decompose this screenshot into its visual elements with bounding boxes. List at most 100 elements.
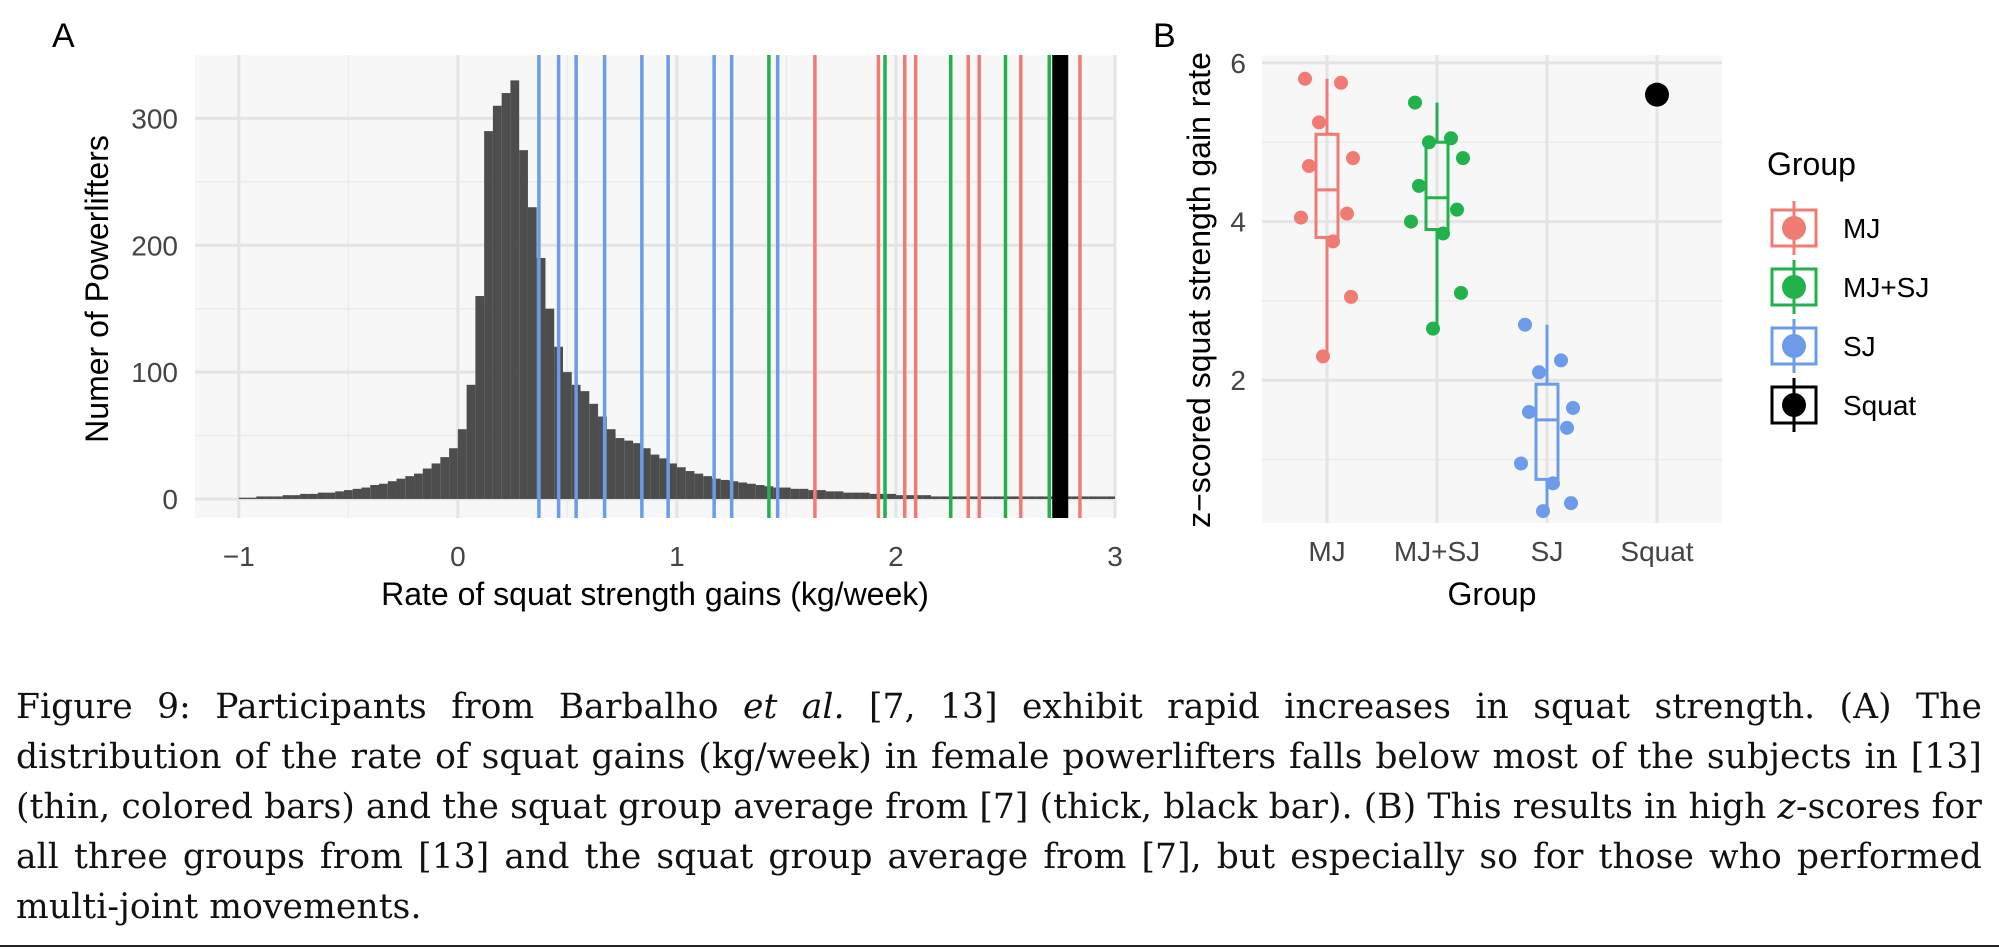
histogram-bar: [606, 429, 616, 499]
data-point: [1422, 135, 1436, 150]
panel-b-label: B: [1153, 17, 1176, 55]
caption-z: z: [1777, 787, 1796, 827]
legend-key-point: [1782, 334, 1806, 358]
histogram-bar: [825, 491, 835, 499]
histogram-bar: [676, 467, 686, 499]
histogram-bar: [256, 496, 266, 499]
histogram-bar: [405, 476, 415, 499]
legend-label: SJ: [1843, 331, 1876, 362]
y-tick-label: 0: [162, 484, 178, 515]
histogram-bar: [1009, 496, 1019, 499]
data-point: [1298, 71, 1312, 86]
x-tick-label: −1: [223, 541, 255, 572]
histogram-bar: [1097, 496, 1107, 499]
data-point: [1532, 365, 1546, 380]
panel-a-reference-lines: [537, 55, 1082, 518]
histogram-bar: [247, 497, 257, 499]
histogram-bar: [624, 440, 634, 499]
x-tick-label: MJ: [1308, 536, 1345, 567]
histogram-bar: [317, 492, 327, 499]
histogram-bar: [457, 429, 467, 499]
y-tick-label: 100: [131, 357, 178, 388]
data-point: [1412, 178, 1426, 193]
data-point: [1456, 151, 1470, 166]
histogram-bar: [729, 481, 739, 499]
histogram-bar: [475, 296, 485, 499]
histogram-bar: [598, 416, 607, 499]
histogram-bar: [291, 495, 301, 499]
histogram-bar: [703, 476, 712, 499]
histogram-bar: [1027, 496, 1037, 499]
data-point: [1450, 202, 1464, 217]
histogram-bar: [1106, 496, 1115, 499]
histogram-bar: [1018, 496, 1028, 499]
figure: A −1 0 1 2 3 0 100 200 300 Rate of squat streng…: [52, 17, 1929, 612]
histogram-bar: [352, 488, 362, 499]
data-point: [1404, 214, 1418, 229]
y-tick-label: 2: [1230, 365, 1246, 396]
data-point: [1514, 456, 1528, 471]
histogram-bar: [361, 487, 371, 499]
box: [1534, 382, 1560, 481]
histogram-bar: [922, 495, 931, 499]
histogram-bar: [948, 496, 958, 499]
bottom-rule: [0, 945, 1999, 947]
histogram-bar: [694, 473, 704, 499]
histogram-bar: [659, 458, 669, 499]
histogram-bar: [545, 308, 555, 499]
legend-item-mj-sj: MJ+SJ: [1770, 260, 1929, 314]
histogram-bar: [852, 492, 861, 499]
histogram-bar: [536, 257, 546, 499]
legend-label: Squat: [1843, 390, 1916, 421]
data-point: [1334, 75, 1348, 90]
data-point: [1312, 115, 1326, 130]
legend: MJ MJ+SJ SJ Squat: [1770, 201, 1929, 432]
panel-b-x-axis-label: Group: [1448, 576, 1537, 612]
legend-item-mj: MJ: [1770, 201, 1880, 255]
histogram-bar: [720, 479, 730, 499]
x-tick-label: 0: [450, 541, 466, 572]
x-tick-label: 1: [669, 541, 685, 572]
histogram-bar: [379, 483, 388, 499]
legend-item-squat: Squat: [1770, 378, 1916, 432]
data-point: [1340, 206, 1354, 221]
histogram-bar: [834, 491, 844, 499]
histogram-bar: [860, 492, 870, 499]
data-point: [1444, 131, 1458, 146]
histogram-bar: [308, 493, 318, 499]
histogram-bar: [501, 93, 511, 499]
data-point: [1522, 404, 1536, 419]
box: [1314, 132, 1340, 239]
y-tick-label: 300: [131, 103, 178, 134]
histogram-bar: [1088, 496, 1098, 499]
data-point: [1564, 496, 1578, 511]
data-point: [1518, 317, 1532, 332]
histogram-bar: [466, 384, 476, 499]
histogram-bar: [747, 483, 756, 499]
panel-b-y-ticks: 2 4 6: [1230, 48, 1246, 396]
histogram-bar: [527, 207, 537, 499]
caption-part-3: -scores for all three groups from [13] a…: [16, 787, 1982, 927]
histogram-bar: [782, 487, 791, 499]
panel-a-plot-area: [195, 55, 1115, 518]
panel-a-y-axis-label: Numer of Powerlifters: [79, 135, 115, 443]
histogram-bar: [519, 150, 528, 499]
histogram-bar: [904, 495, 914, 499]
x-tick-label: 3: [1107, 541, 1123, 572]
histogram-bar: [422, 468, 432, 499]
histogram-bar: [326, 492, 336, 499]
histogram-bar: [895, 495, 905, 499]
histogram-bar: [387, 481, 397, 499]
panel-b-plot-area: [1262, 55, 1722, 523]
histogram-bar: [440, 457, 450, 499]
data-point: [1316, 349, 1330, 364]
histogram-bar: [273, 496, 283, 499]
histogram-bar: [799, 488, 809, 499]
histogram-bar: [650, 454, 660, 499]
histogram-bar: [1071, 496, 1080, 499]
panel-a-y-ticks: 0 100 200 300: [131, 103, 178, 515]
data-point: [1546, 476, 1560, 491]
histogram-bar: [633, 443, 642, 499]
y-tick-label: 6: [1230, 48, 1246, 79]
panel-b-boxplots: [1294, 71, 1669, 519]
